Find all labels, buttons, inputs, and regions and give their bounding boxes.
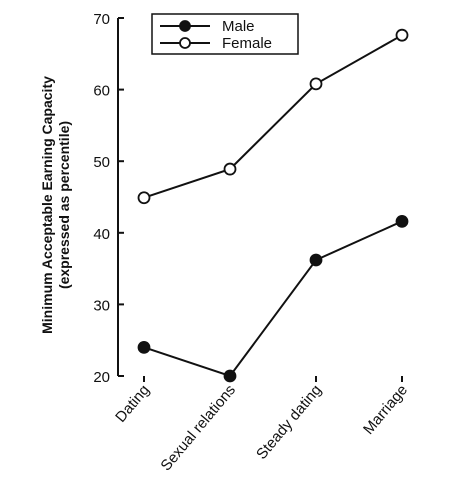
legend-label: Male bbox=[222, 18, 255, 35]
point bbox=[395, 214, 409, 228]
series-line bbox=[143, 34, 403, 199]
legend-box bbox=[151, 13, 299, 55]
y-tick-label: 40 bbox=[93, 226, 110, 243]
y-tick-label: 30 bbox=[93, 297, 110, 314]
point bbox=[309, 77, 323, 91]
point bbox=[223, 369, 237, 383]
y-tick-label: 60 bbox=[93, 83, 110, 100]
y-tick-label: 70 bbox=[93, 11, 110, 28]
legend-label: Female bbox=[222, 35, 272, 52]
y-label-line: Minimum Acceptable Earning Capacity bbox=[39, 76, 55, 334]
x-tick-label: Marriage bbox=[360, 382, 411, 438]
point bbox=[395, 28, 409, 42]
y-label-line: (expressed as percentile) bbox=[56, 121, 72, 289]
y-tick-label: 20 bbox=[93, 369, 110, 386]
x-tick-label: Dating bbox=[112, 382, 153, 426]
point bbox=[309, 253, 323, 267]
series-line bbox=[143, 220, 403, 378]
point bbox=[137, 191, 151, 205]
y-axis-title: Minimum Acceptable Earning Capacity (exp… bbox=[39, 76, 72, 334]
x-tick-label: Sexual relations bbox=[157, 382, 239, 475]
legend-marker bbox=[179, 37, 191, 49]
x-tick-label: Steady dating bbox=[253, 382, 325, 463]
legend-marker bbox=[179, 20, 191, 32]
point bbox=[223, 162, 237, 176]
point bbox=[137, 340, 151, 354]
y-tick-label: 50 bbox=[93, 154, 110, 171]
